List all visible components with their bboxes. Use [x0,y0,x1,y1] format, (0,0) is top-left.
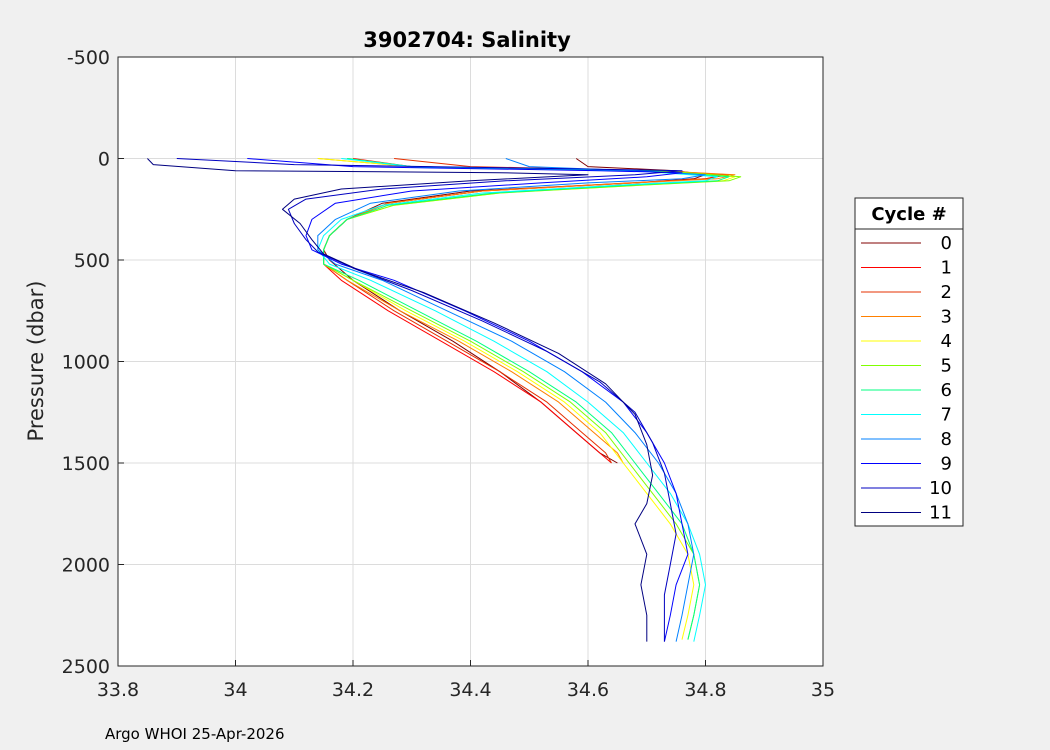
plot-frame [117,56,824,667]
legend-items: 0 1 2 3 4 5 6 7 8 9 10 11 [861,233,952,524]
legend-label-cycle-8: 8 [941,429,952,450]
y-axis-label: Pressure (dbar) [24,281,48,442]
footer-credit: Argo WHOI 25-Apr-2026 [105,725,285,743]
y-tick-label: 1500 [62,453,110,475]
legend-label-cycle-1: 1 [941,258,952,279]
legend-title: Cycle # [871,204,946,225]
x-tick-label: 34 [223,679,247,701]
series-line-cycle-11 [147,158,654,642]
series-line-cycle-8 [317,158,706,642]
x-tick-label: 33.8 [97,679,139,701]
x-tick-label: 34.8 [684,679,726,701]
legend-label-cycle-5: 5 [941,356,952,377]
y-tick-label: -500 [67,47,110,69]
x-tick-label: 34.4 [449,679,491,701]
y-tick-label: 2500 [62,656,110,678]
legend-label-cycle-2: 2 [941,282,952,303]
legend-label-cycle-4: 4 [941,331,952,352]
legend-box [854,197,964,527]
y-tick-label: 500 [74,250,110,272]
x-tick-label: 35 [811,679,835,701]
legend-label-cycle-0: 0 [941,233,952,254]
y-tick-label: 1000 [62,352,110,374]
legend-label-cycle-7: 7 [941,405,952,426]
y-tick-label: 2000 [62,555,110,577]
chart-title: 3902704: Salinity [363,28,571,52]
series-line-cycle-10 [176,158,683,642]
legend-label-cycle-10: 10 [929,478,952,499]
legend-label-cycle-11: 11 [929,503,952,524]
legend: Cycle # 0 1 2 3 4 5 6 7 8 9 10 11 [854,197,964,527]
series-group [147,158,742,642]
legend-label-cycle-6: 6 [941,380,952,401]
x-tick-label: 34.2 [332,679,374,701]
series-line-cycle-9 [247,158,689,642]
legend-label-cycle-3: 3 [941,307,952,328]
legend-label-cycle-9: 9 [941,454,952,475]
y-tick-labels: -500 0 500 1000 1500 2000 2500 [62,47,110,678]
y-tick-label: 0 [98,149,110,171]
series-line-cycle-5 [323,158,742,640]
x-tick-labels: 33.8 34 34.2 34.4 34.6 34.8 35 [97,679,835,701]
x-tick-label: 34.6 [567,679,609,701]
